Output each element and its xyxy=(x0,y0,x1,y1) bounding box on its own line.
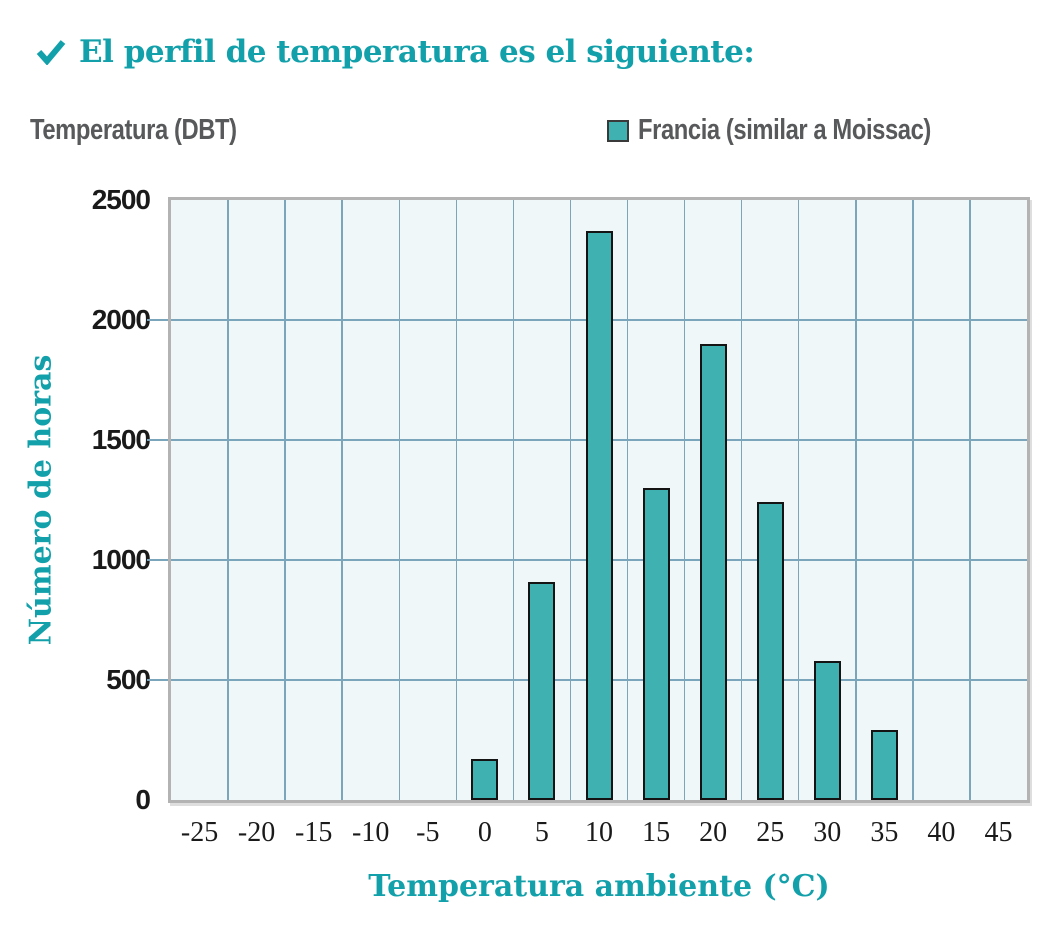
legend: Francia (similar a Moissac) xyxy=(607,114,995,147)
y-tick-mark xyxy=(147,319,168,321)
bar xyxy=(756,502,784,800)
y-tick-label: 500 xyxy=(106,664,151,695)
x-axis-title: Temperatura ambiente (°C) xyxy=(368,869,830,904)
x-tick-label: 45 xyxy=(984,817,1013,848)
bar xyxy=(528,582,556,800)
gridline-vertical xyxy=(969,200,971,800)
bar xyxy=(813,661,841,800)
bar xyxy=(585,231,613,800)
y-tick-label: 1500 xyxy=(91,424,151,455)
y-tick-label: 2000 xyxy=(91,304,151,335)
x-tick-label: 40 xyxy=(927,817,956,848)
gridline-vertical xyxy=(740,200,743,800)
bar xyxy=(471,759,499,800)
gridline-vertical xyxy=(341,200,343,800)
check-icon xyxy=(36,40,66,65)
chart-top-left-label: Temperatura (DBT) xyxy=(30,114,237,146)
gridline-vertical xyxy=(797,200,800,800)
x-tick-label: 0 xyxy=(477,817,492,848)
bar xyxy=(699,344,727,800)
bar xyxy=(870,730,898,800)
y-tick-label: 0 xyxy=(135,784,151,815)
y-tick-mark xyxy=(147,559,168,561)
page-title: El perfil de temperatura es el siguiente… xyxy=(36,34,755,70)
gridline-vertical xyxy=(683,200,686,800)
y-tick-mark xyxy=(147,679,168,681)
y-axis-labels: 0 500 1000 1500 2000 2500 xyxy=(40,184,151,815)
x-tick-label: 10 xyxy=(585,817,613,848)
x-tick-label: 30 xyxy=(813,817,842,848)
gridline-vertical xyxy=(569,200,572,800)
x-tick-label: -25 xyxy=(180,817,219,848)
x-tick-label: 15 xyxy=(642,817,671,848)
y-tick-label: 2500 xyxy=(91,184,151,215)
y-tick-label: 1000 xyxy=(91,544,151,575)
y-tick-mark xyxy=(147,439,168,441)
gridline-vertical xyxy=(626,200,629,800)
x-tick-label: -20 xyxy=(237,817,276,848)
x-tick-label: 5 xyxy=(534,817,549,848)
bar xyxy=(642,488,670,800)
x-tick-label: -15 xyxy=(294,817,333,848)
gridline-vertical xyxy=(512,200,515,800)
gridline-vertical xyxy=(284,200,286,800)
gridline-vertical xyxy=(227,200,229,800)
plot-area xyxy=(168,197,1030,803)
page-title-text: El perfil de temperatura es el siguiente… xyxy=(79,34,755,70)
x-tick-label: 20 xyxy=(699,817,728,848)
gridline-vertical xyxy=(455,200,458,800)
x-tick-label: 35 xyxy=(870,817,899,848)
x-tick-label: 25 xyxy=(756,817,785,848)
legend-label: Francia (similar a Moissac) xyxy=(638,114,931,146)
gridline-vertical xyxy=(398,200,401,800)
legend-swatch xyxy=(607,119,629,142)
gridline-vertical xyxy=(912,200,914,800)
gridline-vertical xyxy=(855,200,857,800)
x-tick-label: -10 xyxy=(352,817,390,848)
x-axis-labels: -25 -20 -15 -10 -5 0 5 10 15 20 25 30 35 40 45 xyxy=(171,817,1027,853)
x-tick-label: -5 xyxy=(416,817,440,848)
